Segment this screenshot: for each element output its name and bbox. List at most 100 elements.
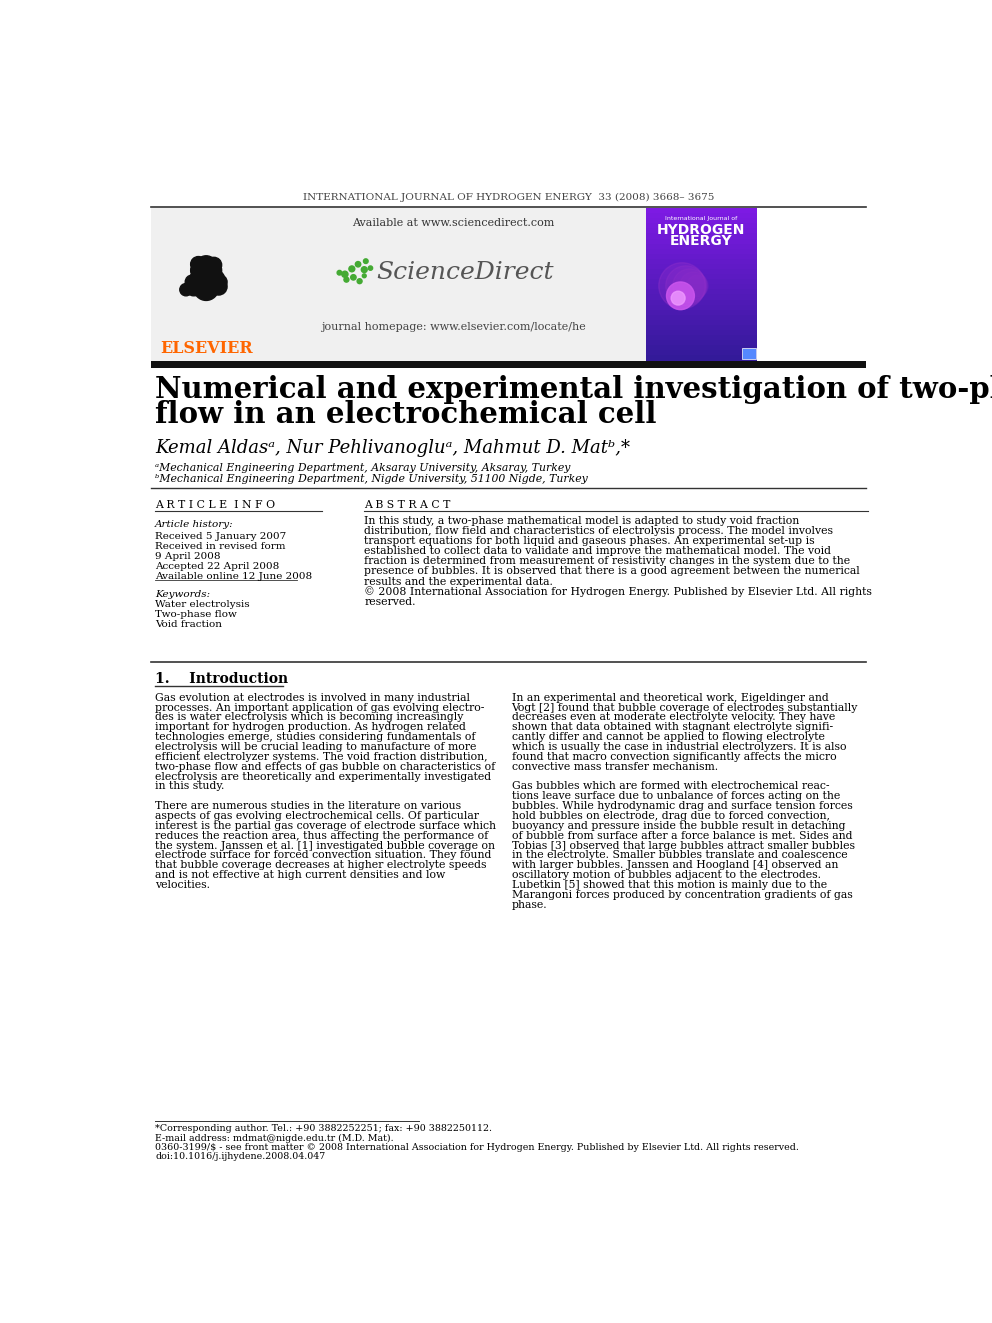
Bar: [646, 229, 757, 233]
Text: A R T I C L E  I N F O: A R T I C L E I N F O: [155, 500, 275, 511]
Circle shape: [190, 257, 206, 273]
Text: bubbles. While hydrodynamic drag and surface tension forces: bubbles. While hydrodynamic drag and sur…: [512, 802, 852, 811]
Bar: [646, 224, 757, 229]
Text: INTERNATIONAL JOURNAL OF HYDROGEN ENERGY  33 (2008) 3668– 3675: INTERNATIONAL JOURNAL OF HYDROGEN ENERGY…: [303, 193, 714, 202]
Text: Available at www.sciencedirect.com: Available at www.sciencedirect.com: [352, 218, 555, 228]
Text: shown that data obtained with stagnant electrolyte signifi-: shown that data obtained with stagnant e…: [512, 722, 832, 733]
Text: in this study.: in this study.: [155, 782, 224, 791]
Circle shape: [667, 282, 694, 310]
Text: reserved.: reserved.: [364, 597, 416, 607]
Text: journal homepage: www.elsevier.com/locate/he: journal homepage: www.elsevier.com/locat…: [321, 321, 585, 332]
Text: hold bubbles on electrode, drag due to forced convection,: hold bubbles on electrode, drag due to f…: [512, 811, 829, 822]
Text: processes. An important application of gas evolving electro-: processes. An important application of g…: [155, 703, 484, 713]
Bar: [646, 351, 757, 356]
Bar: [203, 282, 209, 299]
Text: HYDROGEN: HYDROGEN: [657, 222, 746, 237]
Circle shape: [361, 267, 367, 273]
Circle shape: [203, 261, 221, 279]
Bar: [646, 304, 757, 310]
Circle shape: [357, 279, 362, 283]
Bar: [646, 284, 757, 290]
Text: ELSEVIER: ELSEVIER: [161, 340, 253, 357]
Text: ᵇMechanical Engineering Department, Nigde University, 51100 Nigde, Turkey: ᵇMechanical Engineering Department, Nigd…: [155, 474, 587, 484]
Text: 0360-3199/$ - see front matter © 2008 International Association for Hydrogen Ene: 0360-3199/$ - see front matter © 2008 In…: [155, 1143, 799, 1152]
Bar: [646, 265, 757, 269]
Circle shape: [189, 270, 209, 291]
Text: ᵃMechanical Engineering Department, Aksaray University, Aksaray, Turkey: ᵃMechanical Engineering Department, Aksa…: [155, 463, 570, 474]
Text: found that macro convection significantly affects the micro: found that macro convection significantl…: [512, 751, 836, 762]
Text: Marangoni forces produced by concentration gradients of gas: Marangoni forces produced by concentrati…: [512, 890, 852, 900]
Text: that bubble coverage decreases at higher electrolyte speeds: that bubble coverage decreases at higher…: [155, 860, 486, 871]
Text: ENERGY: ENERGY: [670, 234, 733, 249]
Bar: [742, 348, 757, 359]
Bar: [646, 218, 757, 224]
Text: Tobias [3] observed that large bubbles attract smaller bubbles: Tobias [3] observed that large bubbles a…: [512, 840, 854, 851]
Bar: [646, 315, 757, 320]
Circle shape: [204, 270, 225, 290]
Circle shape: [686, 275, 708, 296]
Text: flow in an electrochemical cell: flow in an electrochemical cell: [155, 400, 657, 429]
Text: © 2008 International Association for Hydrogen Energy. Published by Elsevier Ltd.: © 2008 International Association for Hyd…: [364, 586, 872, 597]
Text: Accepted 22 April 2008: Accepted 22 April 2008: [155, 561, 280, 570]
Circle shape: [186, 279, 202, 296]
Text: Water electrolysis: Water electrolysis: [155, 601, 250, 609]
Text: A B S T R A C T: A B S T R A C T: [364, 500, 450, 511]
Text: Vogt [2] found that bubble coverage of electrodes substantially: Vogt [2] found that bubble coverage of e…: [512, 703, 858, 713]
Text: doi:10.1016/j.ijhydene.2008.04.047: doi:10.1016/j.ijhydene.2008.04.047: [155, 1152, 325, 1162]
Text: technologies emerge, studies considering fundamentals of: technologies emerge, studies considering…: [155, 732, 475, 742]
Bar: [646, 274, 757, 279]
Text: In this study, a two-phase mathematical model is adapted to study void fraction: In this study, a two-phase mathematical …: [364, 516, 800, 525]
Circle shape: [351, 275, 356, 280]
Text: 9 April 2008: 9 April 2008: [155, 552, 220, 561]
Circle shape: [193, 263, 219, 288]
Circle shape: [659, 263, 705, 308]
Bar: [646, 279, 757, 284]
Text: In an experimental and theoretical work, Eigeldinger and: In an experimental and theoretical work,…: [512, 693, 828, 703]
Circle shape: [355, 262, 361, 267]
Text: E-mail address: mdmat@nigde.edu.tr (M.D. Mat).: E-mail address: mdmat@nigde.edu.tr (M.D.…: [155, 1134, 394, 1143]
Text: electrolysis will be crucial leading to manufacture of more: electrolysis will be crucial leading to …: [155, 742, 476, 751]
Text: Received 5 January 2007: Received 5 January 2007: [155, 532, 287, 541]
Bar: [646, 290, 757, 295]
Text: Two-phase flow: Two-phase flow: [155, 610, 237, 619]
Text: Available online 12 June 2008: Available online 12 June 2008: [155, 573, 312, 581]
Text: established to collect data to validate and improve the mathematical model. The : established to collect data to validate …: [364, 546, 831, 556]
Circle shape: [337, 270, 342, 275]
Text: Numerical and experimental investigation of two-phase: Numerical and experimental investigation…: [155, 376, 992, 405]
Text: the system. Janssen et al. [1] investigated bubble coverage on: the system. Janssen et al. [1] investiga…: [155, 840, 495, 851]
Text: important for hydrogen production. As hydrogen related: important for hydrogen production. As hy…: [155, 722, 466, 733]
Bar: [646, 213, 757, 218]
Bar: [151, 361, 866, 368]
Circle shape: [190, 261, 209, 279]
Circle shape: [363, 259, 368, 263]
Bar: [646, 243, 757, 249]
Text: Keywords:: Keywords:: [155, 590, 210, 599]
Bar: [646, 320, 757, 325]
Text: phase.: phase.: [512, 900, 548, 910]
Bar: [646, 356, 757, 360]
Bar: [646, 208, 757, 213]
Circle shape: [368, 266, 373, 270]
Text: two-phase flow and effects of gas bubble on characteristics of: two-phase flow and effects of gas bubble…: [155, 762, 495, 771]
Circle shape: [680, 273, 707, 300]
Circle shape: [195, 255, 217, 278]
Circle shape: [673, 269, 706, 303]
Text: interest is the partial gas coverage of electrode surface which: interest is the partial gas coverage of …: [155, 820, 496, 831]
Circle shape: [349, 266, 355, 271]
Circle shape: [342, 271, 348, 278]
Text: reduces the reaction area, thus affecting the performance of: reduces the reaction area, thus affectin…: [155, 831, 488, 840]
Text: *Corresponding author. Tel.: +90 3882252251; fax: +90 3882250112.: *Corresponding author. Tel.: +90 3882252…: [155, 1125, 492, 1134]
Bar: [646, 325, 757, 329]
Text: Gas evolution at electrodes is involved in many industrial: Gas evolution at electrodes is involved …: [155, 693, 470, 703]
Bar: [646, 335, 757, 340]
Circle shape: [180, 283, 192, 296]
Text: with larger bubbles. Janssen and Hoogland [4] observed an: with larger bubbles. Janssen and Hooglan…: [512, 860, 838, 871]
Text: Void fraction: Void fraction: [155, 620, 222, 630]
Text: results and the experimental data.: results and the experimental data.: [364, 577, 554, 586]
Text: 1.    Introduction: 1. Introduction: [155, 672, 288, 687]
Bar: [646, 249, 757, 254]
Text: Gas bubbles which are formed with electrochemical reac-: Gas bubbles which are formed with electr…: [512, 782, 829, 791]
Circle shape: [344, 278, 349, 282]
Bar: [646, 233, 757, 238]
Text: distribution, flow field and characteristics of electrolysis process. The model : distribution, flow field and characteris…: [364, 525, 833, 536]
